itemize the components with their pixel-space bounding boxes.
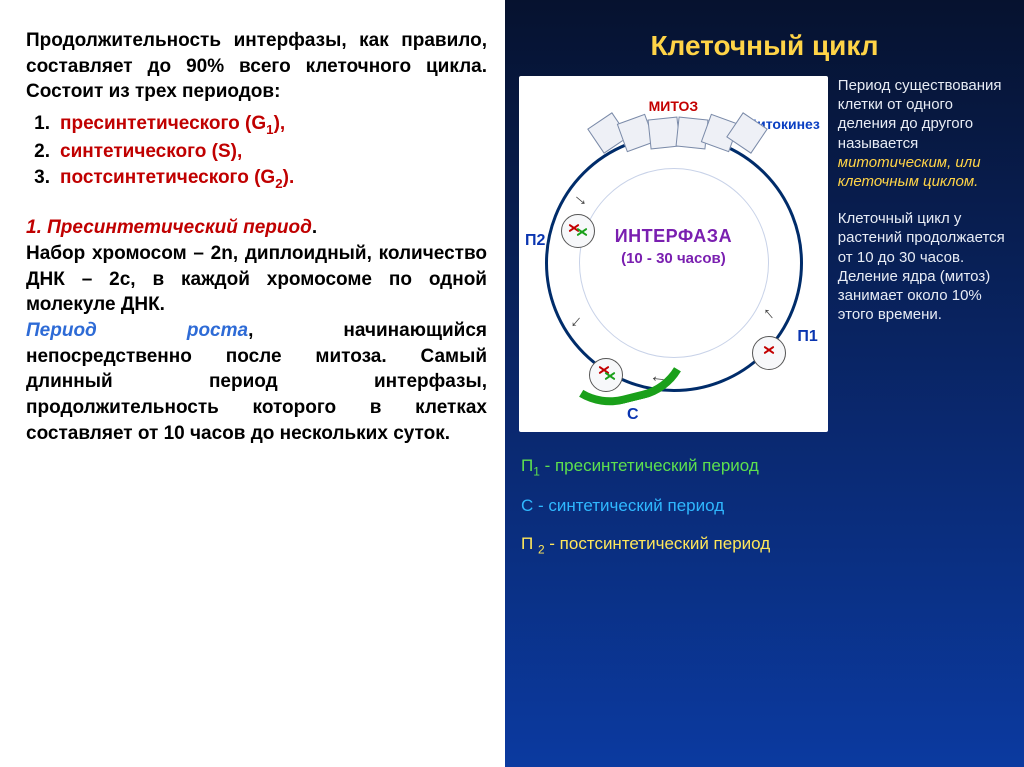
slide-row: МИТОЗ Цитокинез → → → (517, 76, 1012, 432)
side-paragraph-2: Клеточный цикл у растений продолжается о… (838, 209, 1012, 324)
cycle-arrow-icon: → (648, 370, 668, 393)
chromosome-icon (763, 349, 775, 361)
legend-s: C - синтетический период (521, 496, 1012, 516)
legend-p2: П 2 - постсинтетический период (521, 534, 1012, 556)
legend: П1 - пресинтетический период C - синтети… (521, 456, 1012, 557)
label-interphase: ИНТЕРФАЗА (519, 226, 828, 247)
slide-title: Клеточный цикл (517, 0, 1012, 76)
label-mitosis: МИТОЗ (519, 98, 828, 114)
paragraph-2b: Период роста, начинающийся непосредствен… (26, 318, 487, 446)
list-item-1: 1.пресинтетического (G1), (26, 111, 487, 139)
paragraph-heading-2: 1. Пресинтетический период. (26, 215, 487, 241)
list-item-2: 2.синтетического (S), (26, 139, 487, 165)
left-text-panel: Продолжительность интерфазы, как правило… (0, 0, 505, 767)
side-text-panel: Период существования клетки от одного де… (828, 76, 1012, 432)
chromosome-icon (604, 375, 616, 387)
cell-cycle-diagram: МИТОЗ Цитокинез → → → (519, 76, 828, 432)
label-p1: П1 (797, 328, 817, 346)
side-paragraph-1: Период существования клетки от одного де… (838, 76, 1012, 191)
label-duration: (10 - 30 часов) (519, 250, 828, 267)
label-c: C (627, 406, 639, 424)
cell-g1 (752, 336, 786, 370)
list-item-3: 3.постсинтетического (G2). (26, 165, 487, 193)
intro-paragraph: Продолжительность интерфазы, как правило… (26, 28, 487, 105)
legend-p1: П1 - пресинтетический период (521, 456, 1012, 478)
right-slide-panel: Клеточный цикл МИТОЗ Цитокинез (505, 0, 1024, 767)
cell-s (589, 358, 623, 392)
paragraph-2a: Набор хромосом – 2n, диплоидный, количес… (26, 241, 487, 318)
